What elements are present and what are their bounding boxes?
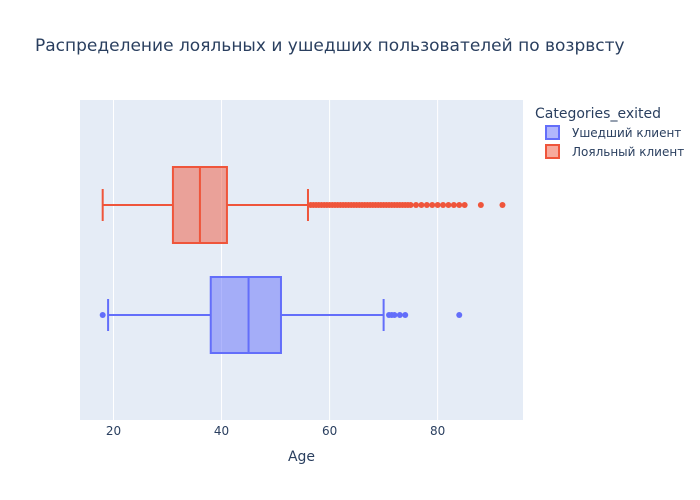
- outlier-point-churned-3: [391, 312, 398, 318]
- legend-item-churned[interactable]: Ушедший клиент: [545, 125, 681, 140]
- plot-area: [80, 100, 523, 420]
- legend: Categories_exited Ушедший клиент Лояльны…: [535, 106, 684, 159]
- outlier-point-loyal-47: [461, 202, 468, 208]
- x-axis-ticks: 20 40 60 80: [106, 424, 445, 438]
- x-tick-label-60: 60: [322, 424, 337, 438]
- outlier-point-loyal-40: [423, 202, 430, 208]
- outlier-point-loyal-45: [450, 202, 457, 208]
- box-series-churned: [99, 276, 463, 354]
- outlier-point-churned-0: [99, 312, 106, 318]
- legend-swatch-churned: [545, 125, 560, 140]
- x-tick-label-40: 40: [214, 424, 229, 438]
- outlier-point-loyal-46: [456, 202, 463, 208]
- outlier-point-churned-6: [456, 312, 463, 318]
- outlier-point-churned-4: [396, 312, 403, 318]
- legend-label-loyal: Лояльный клиент: [572, 145, 684, 159]
- box-series-group: [99, 166, 506, 354]
- legend-item-loyal[interactable]: Лояльный клиент: [545, 144, 684, 159]
- outlier-point-loyal-41: [429, 202, 436, 208]
- outlier-point-loyal-39: [418, 202, 425, 208]
- outlier-point-loyal-49: [499, 202, 506, 208]
- x-tick-label-20: 20: [106, 424, 121, 438]
- outlier-point-loyal-42: [434, 202, 441, 208]
- legend-swatch-loyal: [545, 144, 560, 159]
- chart-title: Распределение лояльных и ушедших пользов…: [35, 36, 625, 56]
- legend-label-churned: Ушедший клиент: [572, 126, 681, 140]
- x-axis-title: Age: [288, 449, 315, 465]
- outlier-point-loyal-43: [440, 202, 447, 208]
- outlier-point-loyal-48: [477, 202, 484, 208]
- box-series-loyal: [101, 166, 506, 244]
- outlier-point-loyal-44: [445, 202, 452, 208]
- outlier-point-loyal-37: [407, 202, 414, 208]
- gridlines: [112, 100, 439, 420]
- outlier-point-loyal-38: [413, 202, 420, 208]
- iqr-box-churned: [209, 276, 282, 354]
- x-tick-label-80: 80: [430, 424, 445, 438]
- legend-title: Categories_exited: [535, 106, 661, 122]
- outlier-point-churned-5: [402, 312, 409, 318]
